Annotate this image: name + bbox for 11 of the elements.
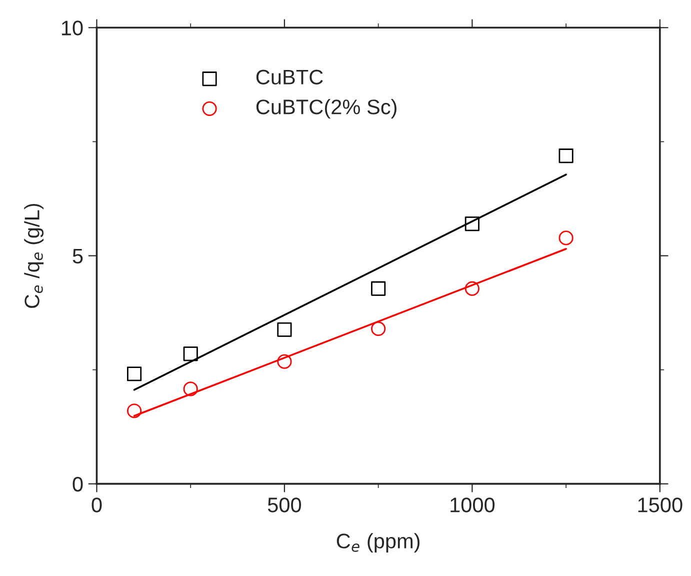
- legend-label: CuBTC(2% Sc): [256, 99, 396, 118]
- y-tick-label: 5: [72, 248, 83, 264]
- x-tick-label: 1000: [450, 498, 495, 512]
- x-tick-label: 0: [92, 498, 102, 512]
- x-tick-label: 1500: [638, 498, 682, 512]
- y-tick-label: 10: [62, 20, 83, 36]
- x-axis-title: C$_{e}$ (ppm): [336, 533, 420, 553]
- x-tick-label: 500: [268, 498, 302, 512]
- legend-label: CuBTC: [256, 70, 323, 85]
- y-axis-title: C$_{e}$ /q$_{e}$ (g/L): [24, 204, 44, 308]
- y-tick-label: 0: [72, 476, 83, 492]
